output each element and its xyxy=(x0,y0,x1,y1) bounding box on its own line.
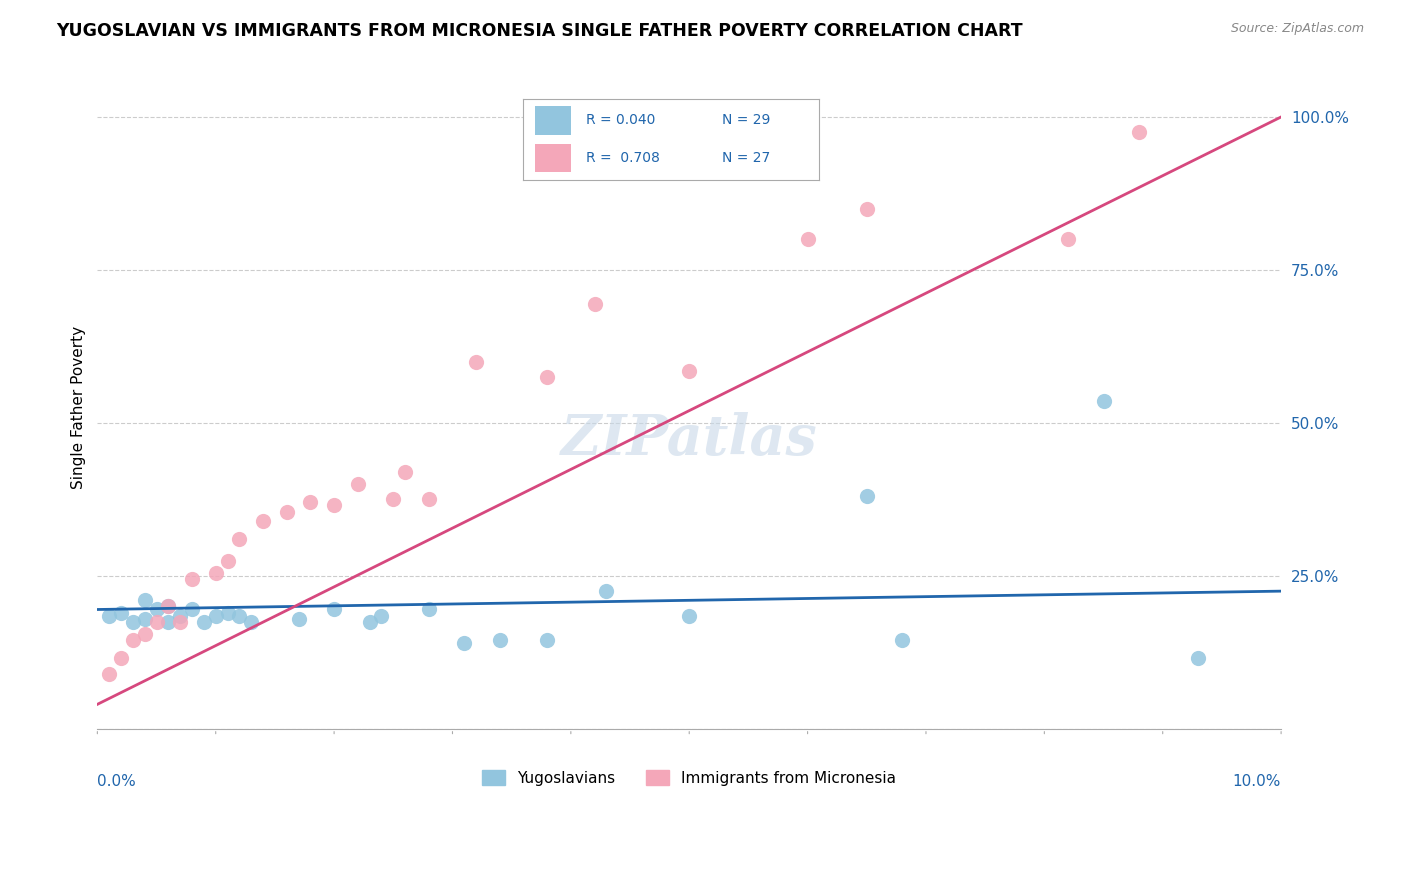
Point xyxy=(394,465,416,479)
Point xyxy=(276,505,298,519)
Text: YUGOSLAVIAN VS IMMIGRANTS FROM MICRONESIA SINGLE FATHER POVERTY CORRELATION CHAR: YUGOSLAVIAN VS IMMIGRANTS FROM MICRONESI… xyxy=(56,22,1024,40)
Point xyxy=(169,615,191,629)
Point xyxy=(287,612,309,626)
Point xyxy=(418,602,440,616)
Point xyxy=(855,489,877,503)
Point xyxy=(181,572,204,586)
Point xyxy=(217,606,239,620)
Point xyxy=(169,608,191,623)
Legend: Yugoslavians, Immigrants from Micronesia: Yugoslavians, Immigrants from Micronesia xyxy=(477,764,903,792)
Point xyxy=(1187,651,1209,665)
Point xyxy=(465,354,488,368)
Point xyxy=(382,492,405,507)
Point xyxy=(370,608,392,623)
Point xyxy=(157,615,180,629)
Point xyxy=(678,364,700,378)
Point xyxy=(145,602,167,616)
Point xyxy=(1057,232,1080,246)
Point xyxy=(796,232,818,246)
Point xyxy=(157,599,180,614)
Point xyxy=(145,615,167,629)
Point xyxy=(418,492,440,507)
Point xyxy=(121,615,143,629)
Point xyxy=(240,615,263,629)
Point xyxy=(323,602,346,616)
Point xyxy=(134,593,156,607)
Point xyxy=(536,370,558,384)
Point xyxy=(323,499,346,513)
Y-axis label: Single Father Poverty: Single Father Poverty xyxy=(72,326,86,489)
Point xyxy=(678,608,700,623)
Point xyxy=(134,627,156,641)
Point xyxy=(181,602,204,616)
Point xyxy=(595,584,617,599)
Point xyxy=(453,636,475,650)
Point xyxy=(1092,394,1115,409)
Point xyxy=(228,532,250,546)
Point xyxy=(217,553,239,567)
Point xyxy=(98,608,121,623)
Point xyxy=(204,566,226,580)
Point xyxy=(583,296,606,310)
Point xyxy=(98,666,121,681)
Point xyxy=(488,633,510,648)
Point xyxy=(252,514,274,528)
Point xyxy=(134,612,156,626)
Point xyxy=(359,615,381,629)
Point xyxy=(110,606,132,620)
Text: ZIPatlas: ZIPatlas xyxy=(561,412,818,467)
Point xyxy=(110,651,132,665)
Point xyxy=(193,615,215,629)
Point xyxy=(536,633,558,648)
Point xyxy=(855,202,877,216)
Point xyxy=(121,633,143,648)
Point xyxy=(1128,125,1150,139)
Text: 0.0%: 0.0% xyxy=(97,773,136,789)
Point xyxy=(891,633,914,648)
Point xyxy=(204,608,226,623)
Text: 10.0%: 10.0% xyxy=(1233,773,1281,789)
Text: Source: ZipAtlas.com: Source: ZipAtlas.com xyxy=(1230,22,1364,36)
Point xyxy=(299,495,322,509)
Point xyxy=(157,599,180,614)
Point xyxy=(346,477,368,491)
Point xyxy=(228,608,250,623)
